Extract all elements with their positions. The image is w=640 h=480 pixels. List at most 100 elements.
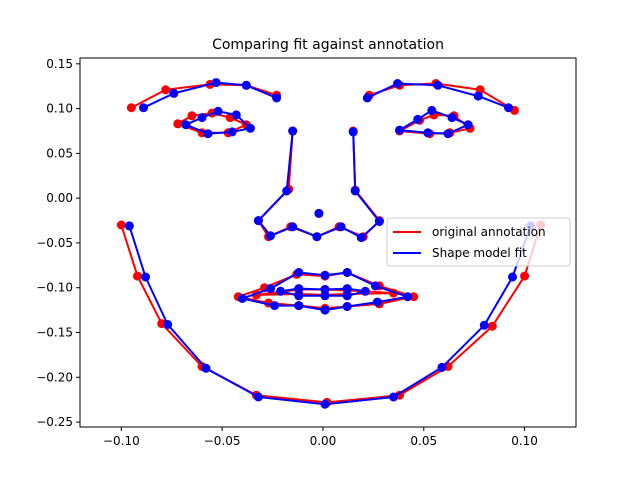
series-1-point-66 <box>314 208 324 218</box>
series-1-point-52 <box>403 292 413 302</box>
y-tick-label-6: −0.15 <box>36 326 73 340</box>
series-1-point-0 <box>124 221 134 231</box>
series-1-point-2 <box>163 320 173 329</box>
series-1-point-7 <box>437 362 447 372</box>
series-0-point-8 <box>487 321 497 331</box>
x-tick-label-1: −0.05 <box>204 434 241 448</box>
series-1-point-29 <box>374 217 384 226</box>
series-0-point-11 <box>126 103 136 113</box>
x-tick-label-4: 0.10 <box>511 434 538 448</box>
series-0-line-3 <box>257 130 381 238</box>
series-1-point-19 <box>473 91 483 101</box>
series-1-point-16 <box>362 93 372 103</box>
plot-area <box>116 78 546 409</box>
series-1-point-43 <box>463 120 473 130</box>
series-1-point-22 <box>282 186 292 196</box>
series-1-point-46 <box>237 294 247 303</box>
series-1-point-55 <box>320 305 330 315</box>
y-tick-label-0: 0.15 <box>46 57 73 71</box>
series-1-point-60 <box>320 285 330 294</box>
series-1-line-3 <box>257 130 381 239</box>
series-1-point-23 <box>253 216 263 226</box>
series-1-point-32 <box>181 120 191 130</box>
series-1-point-59 <box>294 284 304 294</box>
y-tick-label-7: −0.20 <box>36 370 73 384</box>
series-1-point-5 <box>320 399 330 409</box>
series-1-point-26 <box>312 232 322 242</box>
series-1-point-37 <box>227 127 237 137</box>
y-tick-label-5: −0.10 <box>36 281 73 295</box>
series-0-point-32 <box>173 119 183 129</box>
series-1-point-30 <box>350 186 360 196</box>
series-1-point-62 <box>360 286 370 296</box>
x-tick-label-2: 0.00 <box>310 434 337 448</box>
series-1-point-20 <box>504 103 513 113</box>
series-0-point-9 <box>520 271 530 281</box>
y-tick-label-2: 0.05 <box>46 146 73 160</box>
series-1-point-35 <box>231 110 241 120</box>
series-1-point-13 <box>211 78 221 88</box>
series-1-point-64 <box>320 291 330 301</box>
series-1-point-3 <box>201 363 211 373</box>
series-1-point-4 <box>253 392 263 402</box>
series-1-point-24 <box>266 231 275 241</box>
series-1-point-18 <box>433 80 443 90</box>
series-0-point-33 <box>187 111 197 121</box>
series-0-point-1 <box>133 271 142 281</box>
legend-label-original-annotation: original annotation <box>432 225 546 239</box>
series-1-point-34 <box>213 106 223 116</box>
series-1-point-48 <box>294 268 304 277</box>
series-1-point-12 <box>169 88 179 98</box>
series-1-point-11 <box>139 103 148 113</box>
series-1-point-15 <box>272 93 282 103</box>
series-1-point-49 <box>320 270 330 280</box>
series-1-point-61 <box>342 284 352 294</box>
series-1-point-56 <box>294 301 304 311</box>
series-1-point-54 <box>342 302 352 311</box>
series-1-point-1 <box>141 272 150 282</box>
series-1-point-8 <box>479 320 489 330</box>
series-1-point-41 <box>427 105 437 115</box>
legend: original annotation Shape model fit <box>386 217 571 267</box>
series-1-point-28 <box>356 233 366 243</box>
series-1-point-51 <box>370 281 380 291</box>
series-1-point-38 <box>203 129 213 139</box>
series-1-point-31 <box>348 127 358 137</box>
series-1-point-63 <box>342 291 352 301</box>
x-tick-label-0: −0.10 <box>103 434 140 448</box>
series-1-point-45 <box>423 128 433 138</box>
x-tick-label-3: 0.05 <box>410 434 437 448</box>
series-1-point-50 <box>342 268 352 277</box>
series-1-point-57 <box>270 301 280 311</box>
series-1 <box>124 78 536 409</box>
series-1-point-14 <box>241 80 251 90</box>
series-0-point-12 <box>161 85 171 95</box>
series-1-point-36 <box>245 123 255 133</box>
y-tick-label-1: 0.10 <box>46 102 73 116</box>
series-1-point-33 <box>197 113 207 123</box>
y-tick-label-3: 0.00 <box>46 191 73 205</box>
series-1-point-9 <box>508 272 517 282</box>
y-tick-label-8: −0.25 <box>36 415 73 429</box>
series-1-point-40 <box>413 114 423 124</box>
series-0-point-0 <box>116 220 126 230</box>
series-1-point-42 <box>447 113 457 123</box>
series-1-point-25 <box>288 222 298 232</box>
series-1-point-6 <box>389 392 398 402</box>
series-1-point-39 <box>395 125 405 135</box>
axis-ticks: −0.10 −0.05 0.00 0.05 0.10 0.15 0.10 0.05 0.00 −0… <box>36 57 538 448</box>
series-1-point-53 <box>372 297 382 307</box>
axes-frame <box>79 57 577 428</box>
series-1-point-47 <box>266 284 275 294</box>
legend-label-shape-model-fit: Shape model fit <box>432 246 527 260</box>
series-1-point-17 <box>393 79 403 88</box>
series-1-point-58 <box>276 286 286 296</box>
series-1-point-27 <box>336 222 346 232</box>
legend-box <box>386 217 571 267</box>
series-1-point-65 <box>294 291 304 301</box>
y-tick-label-4: −0.05 <box>36 236 73 250</box>
series-1-point-21 <box>288 126 298 136</box>
series-1-point-44 <box>443 129 453 139</box>
chart-title: Comparing fit against annotation <box>212 37 444 53</box>
